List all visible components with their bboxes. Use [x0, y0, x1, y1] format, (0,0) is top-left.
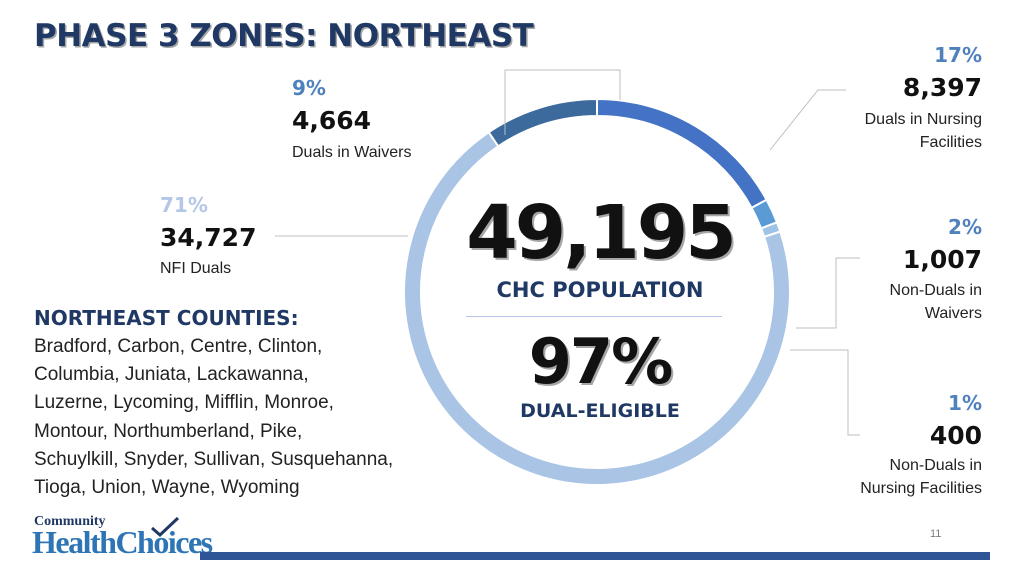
donut-slice-nfi-duals	[403, 130, 791, 486]
pct-duals-in-nf: 17%	[934, 43, 982, 67]
slide-title: PHASE 3 ZONES: NORTHEAST	[34, 18, 534, 54]
num-duals-in-waivers: 4,664	[292, 106, 372, 135]
logo-healthchoices: HealthChoices	[32, 524, 213, 560]
county-line: Bradford, Carbon, Centre, Clinton,	[34, 336, 323, 357]
cap-duals-in-waivers: Duals in Waivers	[292, 144, 412, 161]
pct-nonduals-nf: 1%	[948, 391, 982, 415]
leader-line-duals-in-waivers	[504, 69, 621, 135]
cap-nonduals-nf: Non-Duals in Nursing Facilities	[860, 457, 982, 497]
center-total: 49,195	[466, 190, 737, 276]
counties-list: Bradford, Carbon, Centre, Clinton, Colum…	[34, 333, 434, 502]
footer-bar	[200, 552, 990, 560]
num-nonduals-nf: 400	[929, 421, 982, 450]
leader-line-duals-in-nf	[769, 89, 846, 151]
leader-line-nonduals-nf	[790, 349, 860, 436]
county-line: Schuylkill, Snyder, Sullivan, Susquehann…	[34, 448, 394, 470]
donut-slice-duals-in-waivers	[487, 97, 598, 148]
cap-nfi-duals: NFI Duals	[160, 260, 232, 277]
num-nonduals-waivers: 1,007	[902, 245, 982, 274]
center-total-label: CHC POPULATION	[496, 278, 704, 302]
logo-community: Community	[34, 514, 106, 529]
donut-slices	[403, 97, 791, 486]
cap-nonduals-waivers: Non-Duals in Waivers	[889, 282, 982, 322]
pct-duals-in-waivers: 9%	[292, 76, 326, 100]
center-dual-label: DUAL-ELIGIBLE	[520, 400, 680, 422]
num-nfi-duals: 34,727	[160, 223, 257, 252]
center-divider	[466, 316, 722, 317]
leader-line-nonduals-waivers	[796, 257, 860, 329]
leader-lines	[275, 69, 860, 436]
county-line: Montour, Northumberland, Pike,	[34, 420, 303, 442]
center-dual-percent: 97%	[528, 325, 673, 398]
counties-heading: NORTHEAST COUNTIES:	[34, 306, 299, 330]
county-line: Luzerne, Lycoming, Mifflin, Monroe,	[34, 392, 334, 414]
pct-nonduals-waivers: 2%	[948, 215, 982, 239]
cap-duals-in-nf: Duals in Nursing Facilities	[864, 111, 982, 151]
county-line: Columbia, Juniata, Lackawanna,	[34, 364, 309, 386]
page-number: 11	[930, 528, 942, 540]
num-duals-in-nf: 8,397	[902, 73, 982, 102]
county-line: Tioga, Union, Wayne, Wyoming	[34, 477, 300, 499]
pct-nfi-duals: 71%	[160, 193, 208, 217]
logo-check-icon	[151, 516, 180, 538]
